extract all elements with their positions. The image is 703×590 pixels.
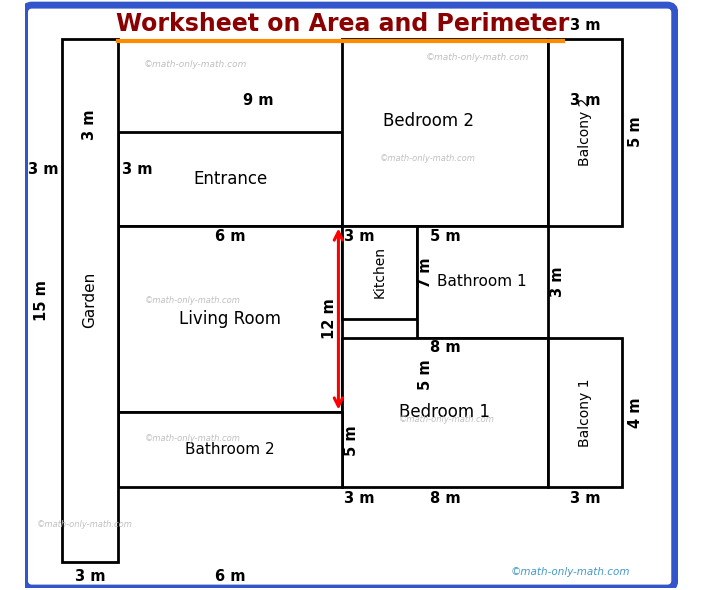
Bar — [342, 337, 548, 487]
Text: ©math-only-math.com: ©math-only-math.com — [145, 434, 240, 443]
Text: 9 m: 9 m — [243, 93, 273, 108]
Text: 3 m: 3 m — [82, 110, 98, 140]
Text: 6 m: 6 m — [215, 230, 245, 244]
Text: ©math-only-math.com: ©math-only-math.com — [145, 296, 240, 305]
Text: Entrance: Entrance — [193, 170, 267, 188]
Text: Balcony 2: Balcony 2 — [578, 98, 592, 166]
Bar — [417, 225, 548, 337]
Text: 6 m: 6 m — [215, 569, 245, 584]
Text: 3 m: 3 m — [344, 230, 375, 244]
Text: Kitchen: Kitchen — [373, 246, 387, 299]
Bar — [118, 225, 342, 412]
Bar — [118, 132, 342, 225]
Text: 3 m: 3 m — [122, 162, 152, 177]
Bar — [62, 39, 118, 562]
Text: ©math-only-math.com: ©math-only-math.com — [510, 567, 630, 577]
Text: 3 m: 3 m — [570, 491, 600, 506]
Text: Bedroom 1: Bedroom 1 — [399, 404, 491, 421]
Text: 3 m: 3 m — [27, 162, 58, 177]
Text: 4 m: 4 m — [628, 397, 643, 428]
Text: 3 m: 3 m — [75, 569, 105, 584]
Bar — [118, 412, 342, 487]
Text: 12 m: 12 m — [321, 299, 337, 339]
FancyBboxPatch shape — [25, 5, 675, 588]
Text: 5 m: 5 m — [418, 360, 432, 391]
Text: Bedroom 2: Bedroom 2 — [382, 112, 474, 130]
Bar — [342, 39, 548, 225]
Text: 8 m: 8 m — [430, 491, 460, 506]
Text: Bathroom 1: Bathroom 1 — [437, 274, 527, 289]
Text: ©math-only-math.com: ©math-only-math.com — [144, 60, 247, 70]
Text: ©math-only-math.com: ©math-only-math.com — [425, 53, 529, 62]
Text: 3 m: 3 m — [570, 18, 600, 33]
Bar — [548, 39, 622, 225]
Text: ©math-only-math.com: ©math-only-math.com — [399, 415, 495, 424]
Text: 3 m: 3 m — [344, 491, 375, 506]
Bar — [548, 337, 622, 487]
Text: Worksheet on Area and Perimeter: Worksheet on Area and Perimeter — [115, 12, 569, 36]
Text: 5 m: 5 m — [430, 230, 460, 244]
Text: ©math-only-math.com: ©math-only-math.com — [380, 154, 476, 163]
Bar — [342, 225, 417, 319]
Text: 15 m: 15 m — [34, 280, 49, 321]
Text: 5 m: 5 m — [344, 425, 359, 456]
Text: Living Room: Living Room — [179, 310, 281, 328]
Text: 3 m: 3 m — [550, 267, 565, 297]
Text: ©math-only-math.com: ©math-only-math.com — [37, 520, 132, 529]
Text: 3 m: 3 m — [570, 93, 600, 108]
Text: 8 m: 8 m — [430, 340, 460, 355]
Text: 5 m: 5 m — [628, 117, 643, 148]
Text: Garden: Garden — [82, 272, 98, 329]
Text: Balcony 1: Balcony 1 — [578, 378, 592, 447]
Text: 7 m: 7 m — [418, 257, 432, 287]
Text: Bathroom 2: Bathroom 2 — [185, 442, 275, 457]
